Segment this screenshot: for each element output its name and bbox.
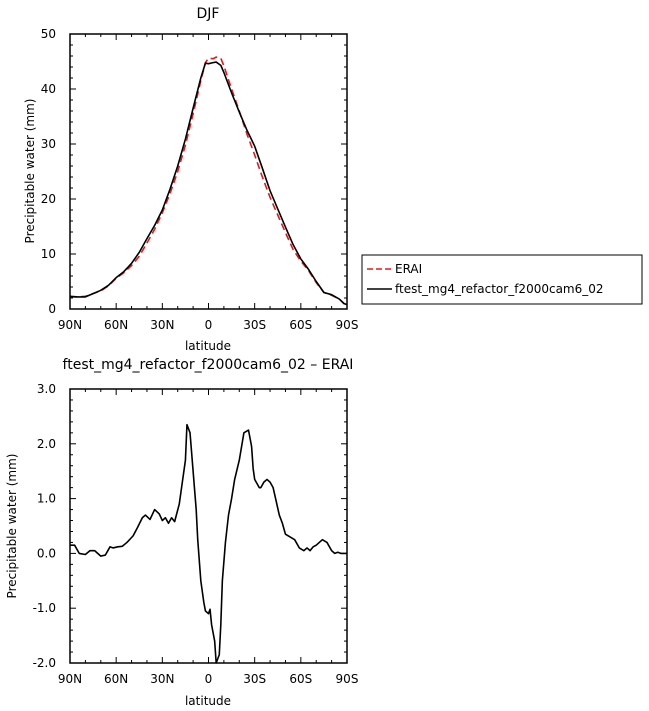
y-tick-label: 50 — [41, 27, 56, 41]
y-tick-label: 20 — [41, 192, 56, 206]
y-tick-label: 10 — [41, 247, 56, 261]
chart-title: DJF — [197, 6, 220, 22]
legend-entry-model: ftest_mg4_refactor_f2000cam6_02 — [395, 282, 604, 296]
x-tick-label: 60N — [104, 672, 128, 686]
series-line-difference — [70, 423, 347, 664]
plot-frame — [69, 33, 348, 310]
x-tick-label: 0 — [205, 672, 213, 686]
y-axis-label: Precipitable water (mm) — [5, 454, 19, 599]
x-axis-label: latitude — [185, 694, 231, 708]
series-layer — [69, 56, 348, 306]
y-axis-label: Precipitable water (mm) — [23, 99, 37, 244]
x-tick-label: 30S — [243, 318, 266, 332]
x-tick-label: 30N — [150, 672, 174, 686]
chart-difference: ftest_mg4_refactor_f2000cam6_02 – ERAI l… — [5, 357, 358, 708]
x-tick-label: 60S — [289, 318, 312, 332]
y-tick-label: -1.0 — [33, 601, 56, 615]
x-tick-label: 30S — [243, 672, 266, 686]
x-tick-label: 60N — [104, 318, 128, 332]
y-tick-label: 30 — [41, 137, 56, 151]
y-tick-label: 40 — [41, 82, 56, 96]
plot-frame — [69, 388, 348, 664]
chart-title: ftest_mg4_refactor_f2000cam6_02 – ERAI — [63, 357, 354, 373]
tick-layer: 90N 60N 30N 0 30S 60S 90S -2.0 -1.0 0.0 1.0 2.0 3.0 — [33, 382, 359, 686]
chart-seasonal-mean: DJF latitude Precipitable water (mm) 90N… — [23, 6, 358, 353]
y-tick-label: 3.0 — [37, 382, 56, 396]
y-tick-label: 2.0 — [37, 437, 56, 451]
y-tick-label: 0.0 — [37, 546, 56, 560]
y-tick-label: -2.0 — [33, 656, 56, 670]
series-layer — [70, 423, 347, 664]
x-tick-label: 0 — [205, 318, 213, 332]
x-tick-label: 90N — [58, 672, 82, 686]
x-tick-label: 60S — [289, 672, 312, 686]
x-tick-label: 90S — [336, 672, 359, 686]
y-tick-label: 1.0 — [37, 492, 56, 506]
legend-box — [361, 254, 643, 305]
legend-entry-erai: ERAI — [395, 262, 422, 276]
y-tick-label: 0 — [48, 302, 56, 316]
x-tick-label: 90N — [58, 318, 82, 332]
legend: ERAI ftest_mg4_refactor_f2000cam6_02 — [361, 254, 643, 305]
tick-layer: 90N 60N 30N 0 30S 60S 90S 0 10 20 30 40 50 — [41, 27, 359, 332]
series-line-erai — [70, 56, 348, 306]
series-line-ftest-mg4-refactor-f2000cam6-02 — [69, 61, 348, 306]
x-axis-label: latitude — [185, 339, 231, 353]
x-tick-label: 30N — [150, 318, 174, 332]
x-tick-label: 90S — [336, 318, 359, 332]
